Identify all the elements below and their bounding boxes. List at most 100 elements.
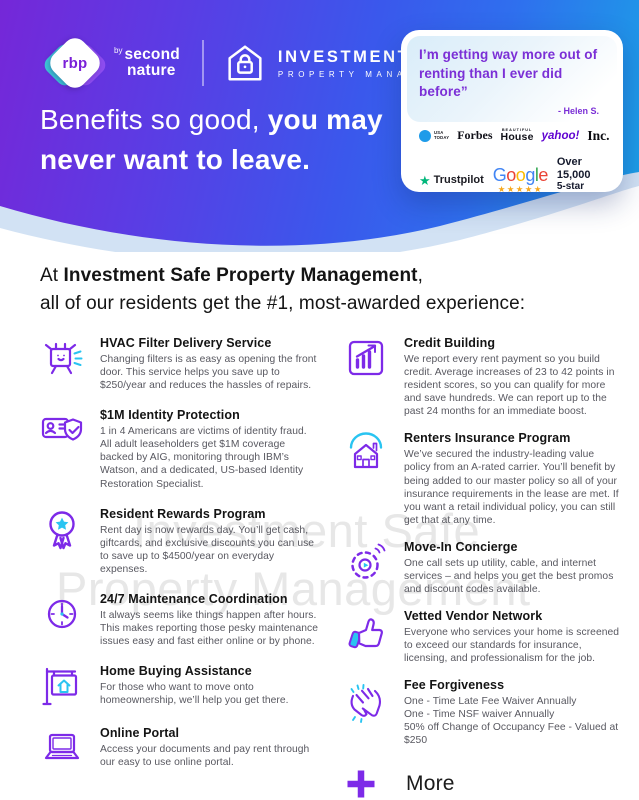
google-letter: l: [534, 165, 539, 186]
benefits-left-column: HVAC Filter Delivery Service Changing fi…: [38, 334, 338, 800]
benefits-right-column: Credit Building We report every rent pay…: [342, 334, 623, 800]
plus-icon: [342, 768, 390, 800]
testimonial-card: I’m getting way more out of renting than…: [401, 30, 623, 192]
benefit-title: Online Portal: [100, 726, 180, 741]
benefit-description: Changing filters is as easy as opening t…: [100, 354, 317, 392]
rbp-logo: rbp: [40, 33, 110, 93]
google-letter: o: [506, 165, 516, 186]
benefit-description: Rent day is now rewards day. You’ll get …: [100, 524, 315, 575]
benefit-credit-building: Credit Building We report every rent pay…: [342, 334, 623, 418]
thumbs-up-icon: [342, 607, 390, 655]
benefit-description: One - Time Late Fee Waiver Annually One …: [404, 696, 619, 747]
house-lock-icon: [222, 40, 268, 86]
clock-icon: [38, 590, 86, 638]
benefit-home-buying: Home Buying Assistance For those who wan…: [38, 662, 338, 710]
benefits-grid: HVAC Filter Delivery Service Changing fi…: [0, 317, 639, 800]
intro-company: Investment Safe Property Management: [63, 265, 418, 286]
benefit-title: Renters Insurance Program: [404, 431, 571, 446]
benefit-description: Access your documents and pay rent throu…: [100, 744, 310, 769]
brand-divider: [201, 40, 204, 86]
benefit-title: Resident Rewards Program: [100, 506, 266, 521]
usa-today-circle-icon: [419, 129, 431, 142]
benefit-description: One call sets up utility, cable, and int…: [404, 557, 614, 595]
benefit-resident-rewards: Resident Rewards Program Rent day is now…: [38, 505, 338, 576]
google-letter: e: [538, 165, 548, 186]
trustpilot-star-icon: ★: [419, 172, 431, 188]
benefit-description: 1 in 4 Americans are victims of identity…: [100, 426, 307, 490]
google-logo: Google ★★★★★: [492, 165, 549, 192]
more-row: More: [342, 768, 623, 800]
benefit-title: Fee Forgiveness: [404, 678, 505, 693]
benefit-description: We report every rent payment so you buil…: [404, 354, 615, 418]
credit-chart-icon: [342, 334, 390, 382]
benefit-move-in-concierge: Move-In Concierge One call sets up utili…: [342, 538, 623, 596]
testimonial-quote: I’m getting way more out of renting than…: [419, 47, 598, 100]
ratings-row: ★ Trustpilot Google ★★★★★ Over 15,000 5-…: [419, 156, 607, 192]
home-sign-icon: [38, 662, 86, 710]
review-count-line2: 5-star reviews: [556, 181, 585, 192]
rewards-medal-icon: [38, 505, 86, 553]
trustpilot-label: Trustpilot: [433, 174, 484, 187]
benefit-fee-forgiveness: Fee Forgiveness One - Time Late Fee Waiv…: [342, 676, 623, 747]
second-nature-logo: by second nature: [114, 45, 180, 80]
usa-today-logo: USA TODAY: [419, 129, 450, 142]
hero-headline: Benefits so good, you may never want to …: [40, 100, 412, 180]
usa-today-line1: USA: [434, 130, 444, 136]
trustpilot-logo: ★ Trustpilot: [419, 174, 484, 187]
intro-prefix: At: [40, 265, 64, 286]
headline-regular: Benefits so good,: [40, 104, 268, 135]
hero-wave: [0, 172, 639, 252]
google-letter: g: [525, 165, 535, 186]
review-count-line1: Over 15,000: [556, 155, 591, 181]
usa-today-line2: TODAY: [434, 134, 450, 140]
benefit-description: It always seems like things happen after…: [100, 609, 318, 647]
company-tagline: PROPERTY MANAGEMENT: [277, 69, 469, 79]
inc-logo: Inc.: [587, 127, 610, 143]
benefit-title: $1M Identity Protection: [100, 408, 240, 423]
identity-protection-icon: [38, 406, 86, 454]
house-beautiful-logo: BEAUTIFUL House: [501, 128, 534, 143]
benefit-title: HVAC Filter Delivery Service: [100, 336, 272, 351]
benefit-title: Vetted Vendor Network: [404, 608, 543, 623]
doorbell-icon: [342, 538, 390, 586]
benefit-title: Home Buying Assistance: [100, 664, 252, 679]
nature-label: nature: [127, 62, 176, 80]
house-beautiful-big: House: [500, 131, 534, 144]
second-label: second: [124, 45, 180, 63]
benefit-description: We’ve secured the industry-leading value…: [404, 449, 619, 526]
watermark-line1: Investment Safe: [133, 504, 481, 557]
benefit-description: Everyone who services your home is scree…: [404, 626, 620, 665]
benefit-maintenance: 24/7 Maintenance Coordination It always …: [38, 590, 338, 648]
google-letter: G: [492, 165, 507, 186]
benefit-renters-insurance: Renters Insurance Program We’ve secured …: [342, 429, 623, 526]
intro-heading: At Investment Safe Property Management, …: [0, 0, 639, 317]
intro-line2: all of our residents get the #1, most-aw…: [40, 292, 526, 314]
media-logos-row: USA TODAY Forbes BEAUTIFUL House yahoo! …: [419, 127, 610, 144]
google-stars-icon: ★★★★★: [497, 184, 543, 192]
review-count: Over 15,000 5-star reviews: [557, 156, 607, 192]
rbp-logo-text: rbp: [62, 54, 88, 72]
laptop-icon: [38, 724, 86, 772]
testimonial-attribution: - Helen S.: [557, 105, 599, 116]
yahoo-logo: yahoo!: [541, 129, 580, 142]
google-letter: o: [515, 165, 526, 186]
benefit-identity-protection: $1M Identity Protection 1 in 4 Americans…: [38, 406, 338, 490]
benefit-title: Credit Building: [404, 336, 496, 351]
by-label: by: [114, 45, 123, 55]
watermark-line2: Property Management: [56, 562, 531, 615]
benefit-hvac-filter: HVAC Filter Delivery Service Changing fi…: [38, 334, 338, 392]
benefit-description: For those who want to move onto homeowne…: [100, 682, 289, 707]
house-beautiful-small: BEAUTIFUL: [501, 128, 533, 133]
forbes-logo: Forbes: [457, 128, 493, 143]
benefit-vetted-vendors: Vetted Vendor Network Everyone who servi…: [342, 607, 623, 665]
benefit-online-portal: Online Portal Access your documents and …: [38, 724, 338, 772]
benefit-title: Move-In Concierge: [404, 539, 518, 554]
benefit-title: 24/7 Maintenance Coordination: [100, 591, 288, 606]
more-label: More: [406, 772, 455, 796]
headline-bold: you may never want to leave.: [40, 104, 383, 175]
hvac-filter-icon: [38, 334, 86, 382]
intro-suffix: ,: [417, 265, 423, 286]
insurance-house-icon: [342, 429, 390, 477]
clapping-hands-icon: [342, 676, 390, 724]
